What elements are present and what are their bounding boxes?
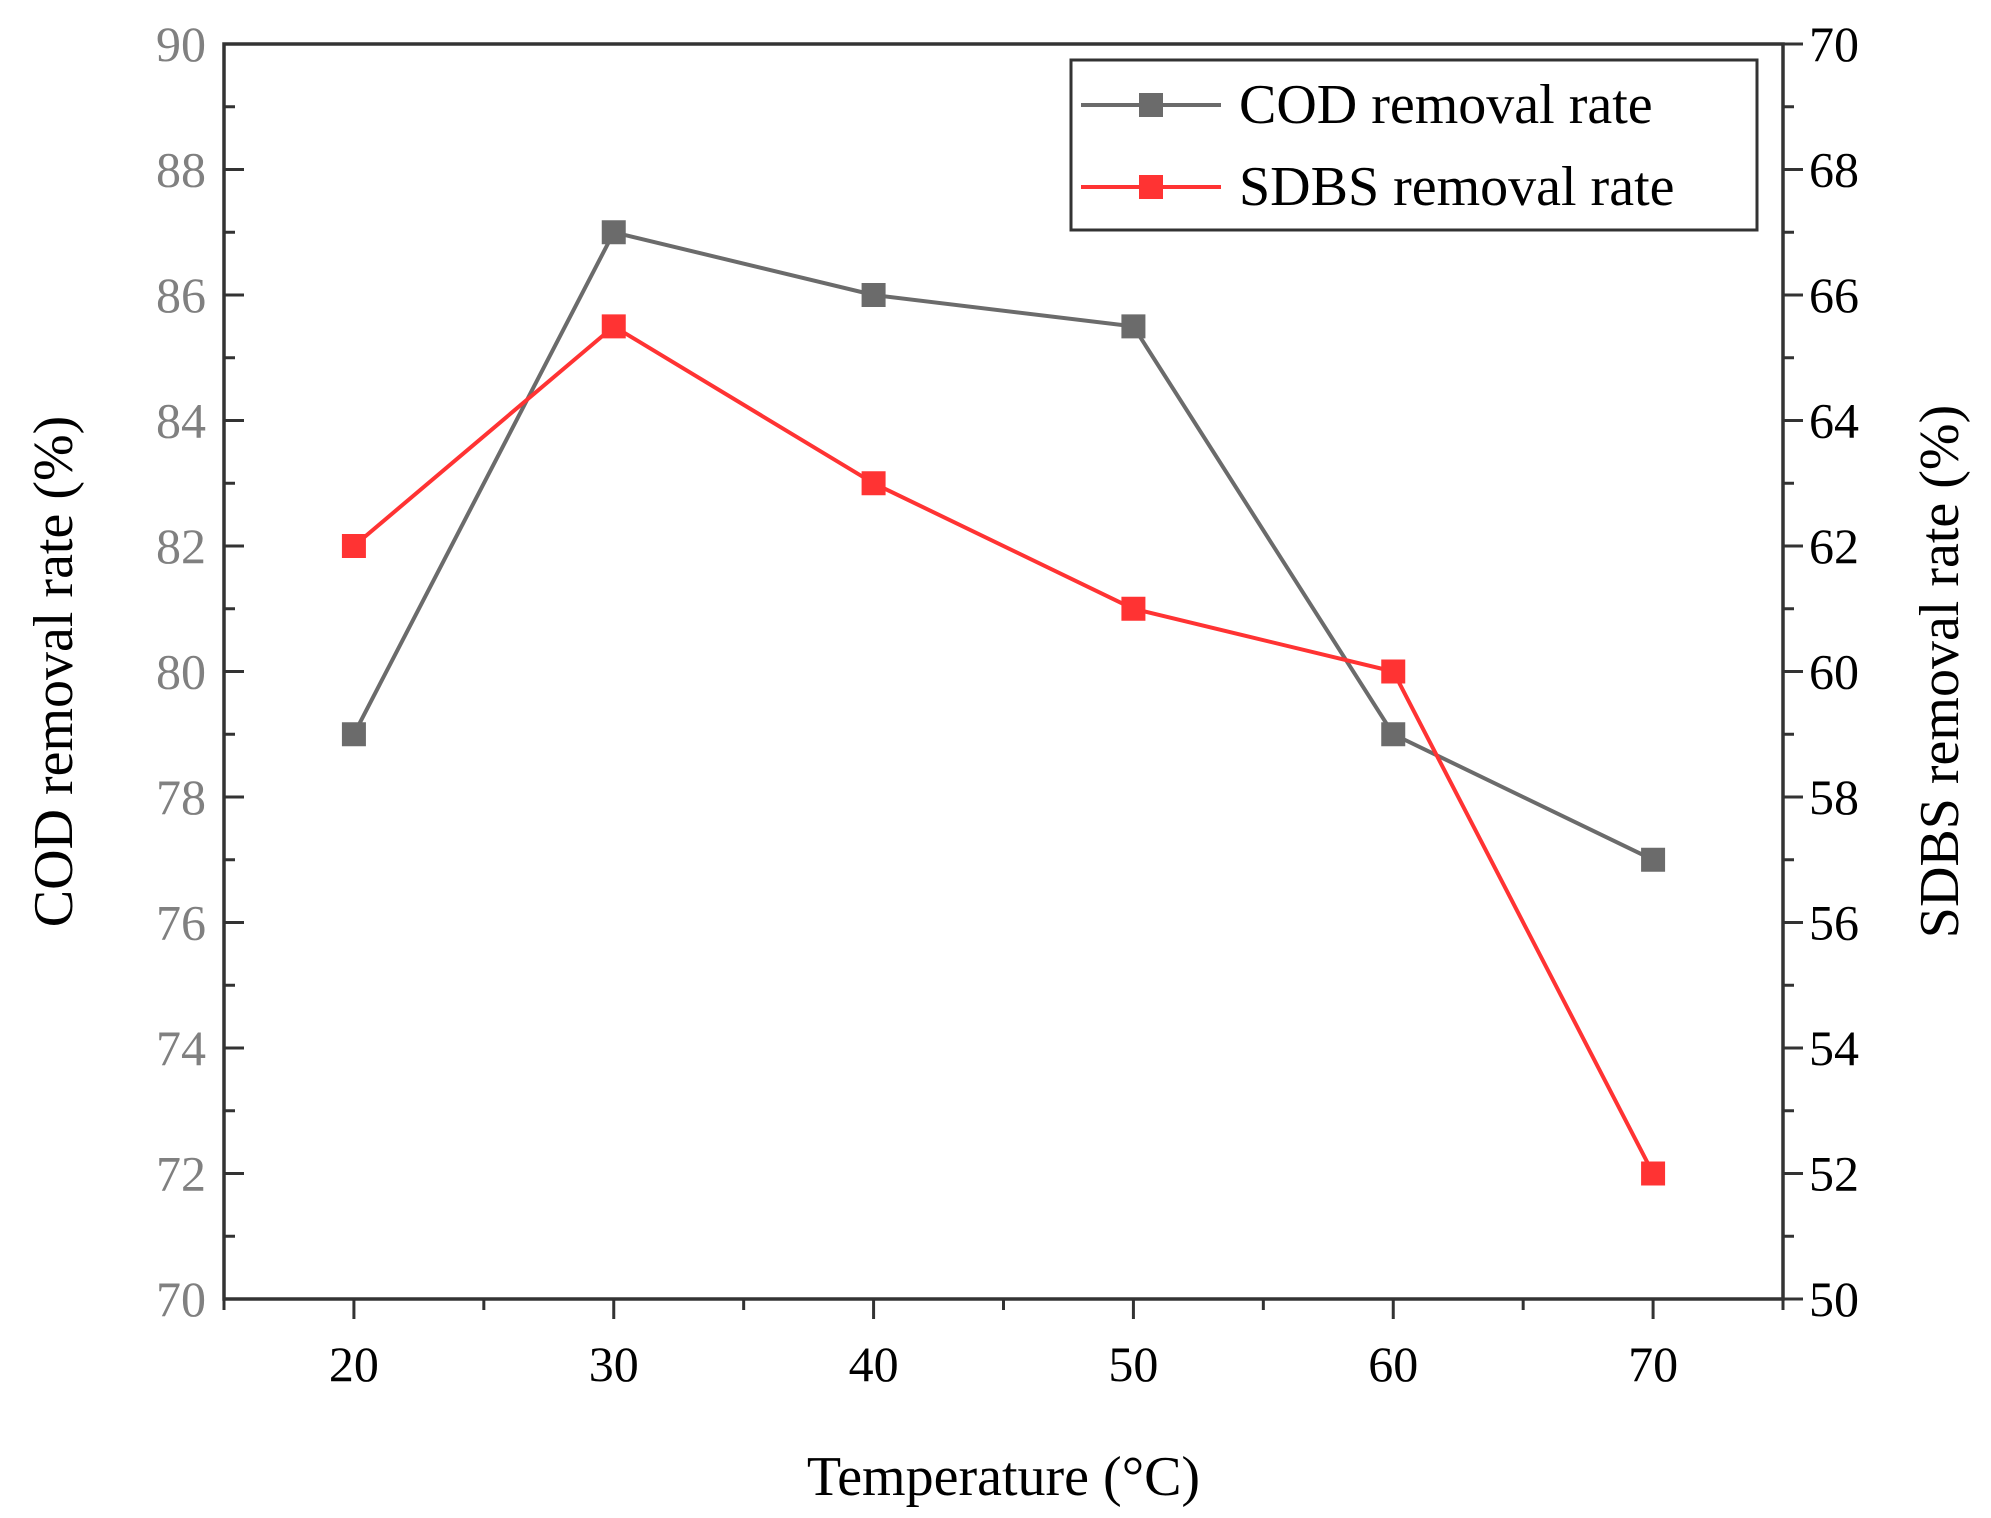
left-tick-label: 74 [156,1020,206,1076]
data-point [1381,659,1406,684]
series-layer [341,220,1666,1186]
x-axis-title: Temperature (°C) [807,1446,1200,1508]
series-sdbs [341,314,1666,1186]
x-tick-label: 40 [849,1336,899,1392]
right-tick-label: 68 [1809,142,1859,198]
data-point [1381,722,1406,747]
left-tick-label: 80 [156,644,206,700]
right-y-axis: 50 52 54 56 58 60 62 64 66 68 70 [1783,16,1859,1327]
x-tick-label: 30 [589,1336,639,1392]
legend-label: SDBS removal rate [1239,156,1674,218]
right-tick-label: 62 [1809,518,1859,574]
right-tick-label: 66 [1809,267,1859,323]
data-point [341,534,366,558]
left-tick-label: 70 [156,1271,206,1327]
left-tick-label: 76 [156,895,206,951]
legend-item: SDBS removal rate [1081,156,1674,218]
data-point [601,314,626,339]
data-point [601,220,626,245]
x-tick-label: 60 [1368,1336,1418,1392]
right-tick-label: 56 [1809,895,1859,951]
data-point [861,283,886,307]
left-tick-label: 72 [156,1146,206,1202]
right-tick-label: 60 [1809,644,1859,700]
data-point [1641,1161,1666,1186]
x-tick-label: 70 [1628,1336,1678,1392]
right-tick-label: 58 [1809,769,1859,825]
legend-marker [1139,93,1163,117]
x-axis: 20 30 40 50 60 70 [222,1299,1785,1392]
legend: COD removal rate SDBS removal rate [1069,58,1759,232]
left-tick-label: 84 [156,393,206,449]
left-tick-label: 86 [156,267,206,323]
data-point [1641,847,1666,872]
right-tick-label: 64 [1809,393,1859,449]
legend-box [1069,58,1759,232]
left-tick-label: 90 [156,16,206,72]
right-tick-label: 54 [1809,1020,1859,1076]
right-y-axis-title: SDBS removal rate (%) [1909,405,1971,938]
data-point [1121,596,1146,621]
plot-border [222,42,1785,1301]
legend-label: COD removal rate [1239,74,1653,136]
right-tick-label: 52 [1809,1146,1859,1202]
left-tick-label: 88 [156,142,206,198]
data-point [341,722,366,747]
left-tick-label: 78 [156,769,206,825]
left-tick-label: 82 [156,518,206,574]
series-line [352,323,1655,1175]
data-point [861,471,886,496]
right-tick-label: 50 [1809,1271,1859,1327]
left-y-axis-title: COD removal rate (%) [23,416,85,928]
left-y-axis: 70 72 74 76 78 80 82 84 86 88 90 [156,16,244,1327]
legend-item: COD removal rate [1081,74,1653,136]
right-tick-label: 70 [1809,16,1859,72]
legend-marker [1139,175,1163,199]
data-point [1121,314,1146,339]
x-tick-label: 20 [329,1336,379,1392]
x-tick-label: 50 [1108,1336,1158,1392]
plot-frame [222,42,1785,1301]
